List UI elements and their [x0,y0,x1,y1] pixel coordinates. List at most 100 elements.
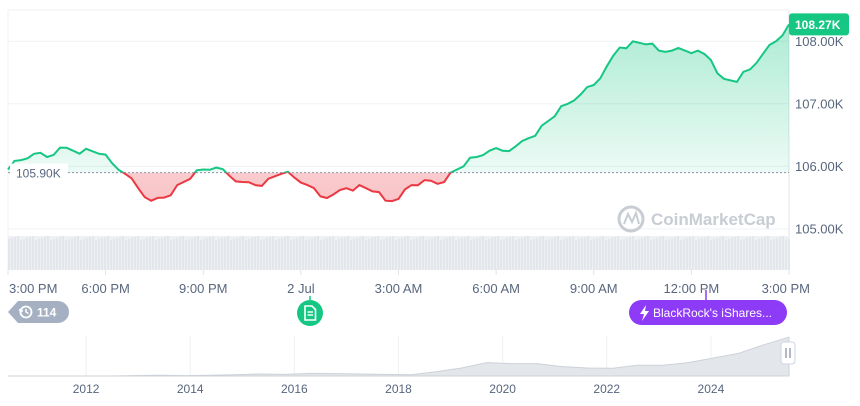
volume-bar [458,239,460,270]
volume-bar [731,238,733,270]
current-price-badge: 108.27K [789,13,849,36]
volume-bar [38,239,40,270]
volume-bar [59,237,61,270]
volume-bar [461,238,463,270]
volume-bar [725,240,727,270]
volume-bar [212,236,214,270]
volume-bar [677,236,679,270]
news-marker[interactable] [297,296,323,326]
volume-bar [767,236,769,270]
volume-bar [368,239,370,270]
x-tick-label: 3:00 PM [9,281,57,296]
volume-bar [620,240,622,270]
volume-bar [110,240,112,270]
volume-bar [626,238,628,270]
volume-bar [374,237,376,270]
volume-bar [689,237,691,270]
volume-bar [428,239,430,270]
volume-bar [140,240,142,270]
volume-bar [41,238,43,270]
volume-bar [242,236,244,270]
volume-bar [476,238,478,270]
volume-bar [158,239,160,270]
volume-bar [206,238,208,270]
volume-bar [350,240,352,270]
range-navigator[interactable]: 2012 2014 2016 2018 2020 2022 2024 [8,336,796,396]
volume-bar [770,240,772,270]
volume-bar [719,237,721,270]
volume-bar [638,239,640,270]
volume-bar [746,238,748,270]
volume-bar [752,236,754,270]
volume-bar [134,237,136,270]
history-counter-text: 114 [37,306,57,320]
volume-bar [101,238,103,270]
volume-bar [647,236,649,270]
volume-bar [578,239,580,270]
volume-bar [635,240,637,270]
volume-bar [305,240,307,270]
volume-bar [671,238,673,270]
event-marker[interactable]: BlackRock's iShares... [629,290,787,325]
volume-bar [623,239,625,270]
navigator-axis: 2012 2014 2016 2018 2020 2022 2024 [73,382,725,396]
volume-bar [656,238,658,270]
volume-bar [467,236,469,270]
volume-bar [659,237,661,270]
volume-bar [20,240,22,270]
volume-bar [326,238,328,270]
volume-bar [506,238,508,270]
volume-bar [335,240,337,270]
volume-bar [98,239,100,270]
volume-bar [716,238,718,270]
volume-bar [446,238,448,270]
area-above-reference [8,24,789,173]
volume-bar [71,238,73,270]
volume-bar [485,240,487,270]
volume-bar [443,239,445,270]
volume-bar [149,237,151,270]
volume-bar [452,236,454,270]
volume-bar [329,237,331,270]
volume-bar [401,238,403,270]
volume-bar [416,238,418,270]
volume-bar [236,238,238,270]
volume-bar [251,238,253,270]
volume-bar [239,237,241,270]
volume-bar [125,240,127,270]
volume-bar [701,238,703,270]
volume-bar [215,240,217,270]
volume-bar [257,236,259,270]
volume-bar [146,238,148,270]
volume-bar [710,240,712,270]
volume-bar [8,239,10,270]
volume-bar [779,237,781,270]
volume-bar [275,240,277,270]
volume-bar [470,240,472,270]
volume-bar [179,237,181,270]
volume-bar [773,239,775,270]
volume-bar [281,238,283,270]
price-line-down [121,172,453,203]
volume-bar [218,239,220,270]
volume-bar [173,239,175,270]
volume-bar [332,236,334,270]
volume-bar [137,236,139,270]
volume-bar [185,240,187,270]
navigator-handle[interactable] [780,341,796,365]
volume-bar [521,238,523,270]
volume-bar [479,237,481,270]
volume-bar [104,237,106,270]
volume-bar [776,238,778,270]
volume-bar [734,237,736,270]
history-counter-marker[interactable]: 114 [8,301,69,323]
navigator-tick-label: 2018 [385,382,412,396]
volume-bar [53,239,55,270]
volume-bar [650,240,652,270]
volume-bar [539,237,541,270]
volume-bar [422,236,424,270]
volume-bar [356,238,358,270]
volume-bar [23,239,25,270]
